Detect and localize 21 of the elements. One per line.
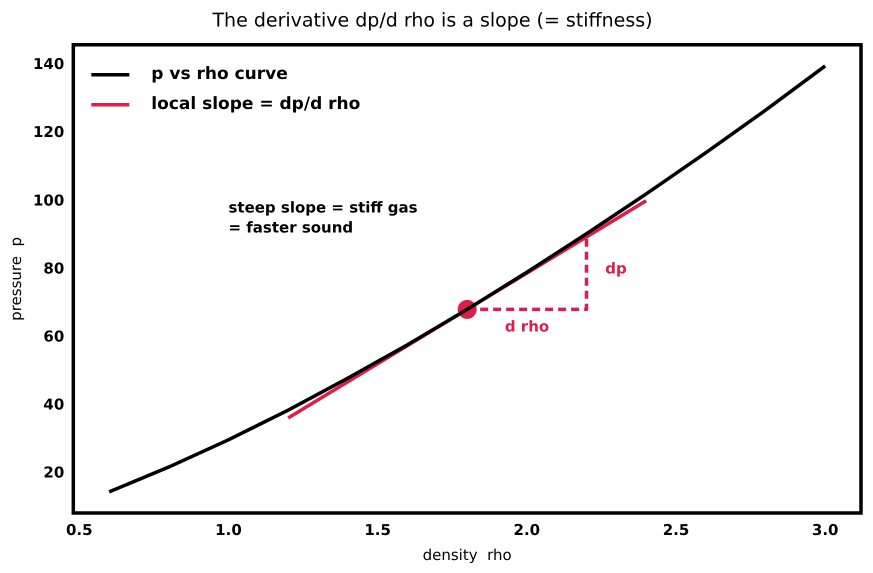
x-tick-label: 3.0 xyxy=(812,520,838,539)
annotation: dp xyxy=(605,259,628,278)
x-tick-label: 0.5 xyxy=(66,520,93,539)
annotation: steep slope = stiff gas = faster sound xyxy=(228,198,418,237)
y-tick-label: 140 xyxy=(33,55,64,74)
legend-label: p vs rho curve xyxy=(151,64,288,84)
annotation: d rho xyxy=(504,317,550,336)
y-tick-label: 80 xyxy=(43,259,64,278)
legend-label: local slope = dp/d rho xyxy=(151,94,360,114)
chart-title: The derivative dp/d rho is a slope (= stiffness) xyxy=(211,9,653,32)
y-tick-label: 60 xyxy=(43,328,64,346)
y-tick-label: 120 xyxy=(33,123,64,142)
x-tick-label: 1.5 xyxy=(364,520,391,539)
y-axis-title: pressure p xyxy=(6,236,25,321)
x-tick-label: 2.0 xyxy=(514,520,540,539)
x-tick-label: 2.5 xyxy=(662,520,690,539)
y-tick-label: 40 xyxy=(43,396,64,414)
x-axis-title: density rho xyxy=(422,546,512,564)
y-tick-label: 100 xyxy=(33,191,64,210)
y-tick-label: 20 xyxy=(43,464,64,482)
x-tick-label: 1.0 xyxy=(215,520,242,539)
